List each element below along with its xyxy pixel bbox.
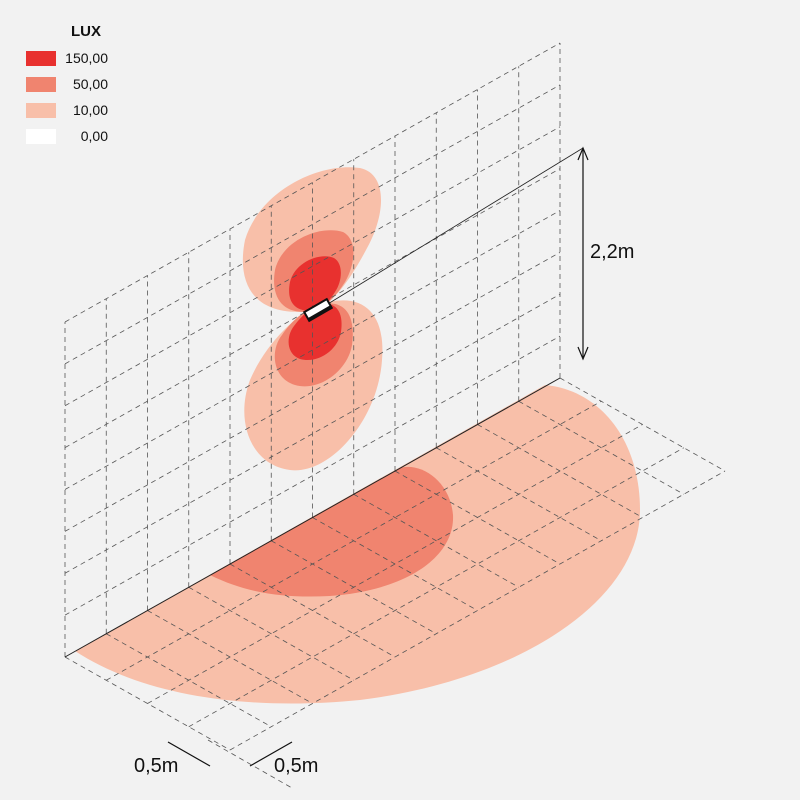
grid-line (64, 293, 561, 574)
wall-zone-150 (289, 256, 341, 311)
legend-label: 50,00 (73, 76, 108, 92)
grid-line (229, 470, 726, 751)
dimension-line (167, 741, 211, 767)
grid-line (353, 493, 519, 588)
height-label: 2,2m (590, 241, 634, 263)
grid-line (106, 400, 602, 681)
legend-label: 150,00 (65, 50, 108, 66)
legend: 150,00 50,00 10,00 0,00 (26, 50, 108, 144)
width-label: 0,5m (274, 755, 318, 777)
grid-line (64, 84, 561, 365)
grid (64, 42, 726, 751)
grid-line (64, 168, 561, 448)
dimension-line (249, 741, 293, 767)
legend-label: 10,00 (73, 102, 108, 118)
legend-title: LUX (71, 23, 101, 40)
legend-swatch (26, 103, 56, 118)
grid-line (477, 424, 643, 518)
depth-label: 0,5m (134, 755, 178, 777)
dimension-arrows (577, 146, 589, 361)
wall-base (64, 377, 561, 658)
grid-line (188, 447, 684, 728)
grid-line (64, 335, 561, 616)
grid-line (147, 424, 643, 704)
grid-line (188, 586, 354, 681)
dimension-guide (207, 739, 293, 789)
height-guide (317, 147, 584, 311)
grid-line (64, 252, 561, 532)
grid-line (64, 42, 561, 323)
legend-swatch (26, 51, 56, 66)
grid-line (64, 210, 561, 490)
grid-line (64, 126, 561, 407)
wall-zone-150 (288, 303, 342, 361)
lamp (302, 297, 334, 323)
grid-line (518, 400, 684, 495)
legend-label: 0,00 (81, 128, 108, 144)
legend-swatch (26, 129, 56, 144)
legend-swatch (26, 77, 56, 92)
grid-line (312, 517, 478, 611)
floor-zone-50 (210, 466, 454, 597)
